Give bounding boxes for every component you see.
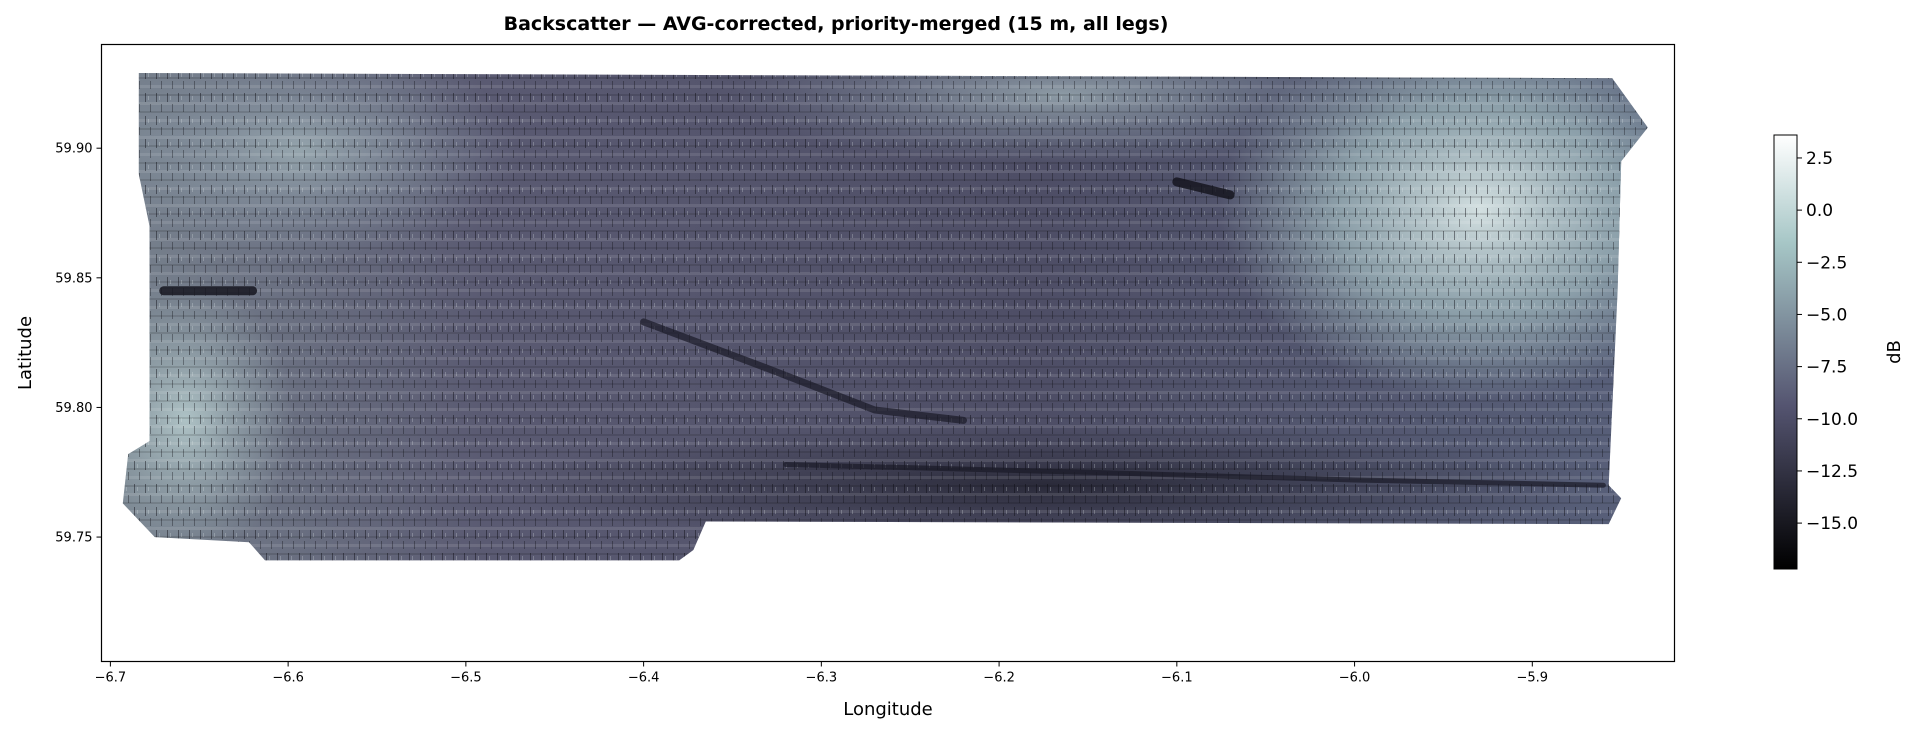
feature-dark-lineament-1: [783, 462, 1606, 488]
y-axis-label: Latitude: [15, 316, 36, 390]
x-axis-label: Longitude: [843, 699, 933, 720]
plot-frame: [100, 43, 1676, 663]
colorbar-ticks: 2.5 0.0 −2.5 −5.0 −7.5 −10.0 −12.5 −15.0: [1797, 149, 1858, 534]
colorbar-label: dB: [1884, 340, 1905, 364]
colorbar-tick-label: −10.0: [1806, 410, 1858, 430]
seabed-features: [159, 177, 1606, 488]
chart-title: Backscatter — AVG-corrected, priority-me…: [504, 13, 1169, 35]
feature-dark-patch-3: [1172, 177, 1235, 200]
colorbar-gradient: [1774, 135, 1797, 569]
colorbar-tick-label: −15.0: [1806, 514, 1858, 534]
colorbar-tick-label: −7.5: [1806, 358, 1847, 378]
x-tick-label: −6.5: [450, 671, 482, 686]
colorbar-tick-label: 0.0: [1806, 201, 1833, 221]
speckle-texture: [122, 73, 1648, 561]
colorbar-tick-label: −2.5: [1806, 253, 1847, 273]
x-tick-label: −6.2: [983, 671, 1015, 686]
y-tick-label: 59.80: [55, 401, 92, 416]
y-tick-label: 59.85: [55, 271, 92, 286]
x-tick-label: −6.1: [1161, 671, 1193, 686]
x-tick-label: −6.0: [1339, 671, 1371, 686]
y-tick-label: 59.90: [55, 142, 92, 157]
x-tick-label: −5.9: [1517, 671, 1549, 686]
y-tick-label: 59.75: [55, 531, 92, 546]
colorbar-tick-label: −12.5: [1806, 462, 1858, 482]
colorbar-tick-label: 2.5: [1806, 149, 1833, 169]
x-axis: −6.7 −6.6 −6.5 −6.4 −6.3 −6.2 −6.1 −6.0 −5.9: [95, 661, 1549, 686]
x-tick-label: −6.7: [95, 671, 127, 686]
colorbar-tick-label: −5.0: [1806, 305, 1847, 325]
y-axis: 59.75 59.80 59.85 59.90: [55, 142, 102, 546]
backscatter-mosaic: [122, 73, 1648, 561]
colorbar-frame: [1773, 134, 1798, 570]
x-tick-label: −6.3: [806, 671, 838, 686]
colorbar: 2.5 0.0 −2.5 −5.0 −7.5 −10.0 −12.5 −15.0 dB: [1773, 134, 1905, 570]
feature-dark-lineament-0: [640, 318, 967, 424]
x-tick-label: −6.6: [272, 671, 304, 686]
x-tick-label: −6.4: [628, 671, 660, 686]
